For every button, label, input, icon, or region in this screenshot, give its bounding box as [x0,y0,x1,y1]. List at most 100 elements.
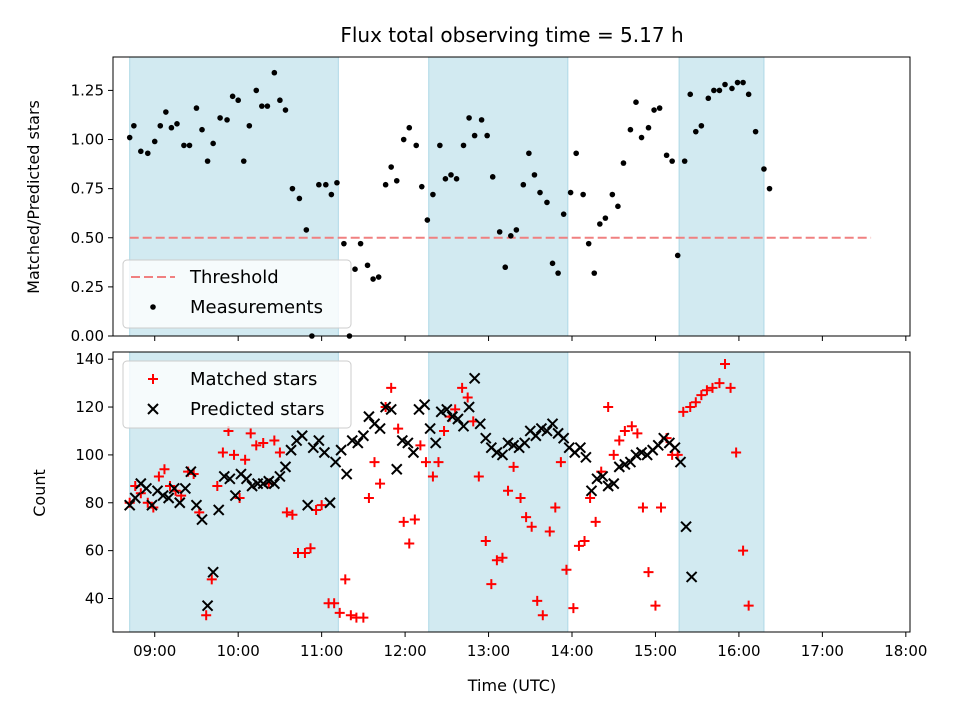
predicted-star-point [207,566,219,578]
predicted-star-point [374,422,386,435]
predicted-star-point [457,420,470,432]
shaded-interval [678,56,765,337]
predicted-star-point [624,456,637,468]
x-tick-label: 09:00 [133,642,176,660]
matched-star-point [685,402,696,413]
measurement-point [766,185,773,192]
predicted-star-point [468,372,481,385]
measurement-point [567,189,574,196]
measurement-point [186,142,193,149]
matched-star-point [544,526,555,537]
legend-box [122,259,352,329]
matched-star-point [573,540,584,551]
matched-star-point [281,507,292,518]
measurement-point [282,107,289,113]
predicted-star-point [608,477,620,490]
matched-star-point [656,502,667,513]
matched-star-point [743,600,754,611]
legend-matched-label: Matched stars [190,369,317,390]
measurement-point [698,122,705,129]
matched-star-point [340,574,351,585]
y-tick-label: 80 [85,494,104,512]
measurement-point [537,189,543,196]
predicted-star-point [123,499,136,511]
matched-star-point [386,382,397,393]
predicted-star-point [268,477,281,490]
axes-frame [112,56,911,337]
y-tick-label: 140 [75,350,104,368]
measurement-point [204,158,211,164]
predicted-star-point [418,398,431,411]
predicted-star-point [324,497,336,509]
measurement-point [544,199,550,206]
matched-star-point [555,457,566,468]
predicted-star-point [357,430,370,442]
matched-star-point [420,457,431,468]
matched-star-point [329,598,340,609]
matched-star-point [369,457,380,468]
measurement-point [393,177,400,184]
matched-star-point [274,447,285,458]
x-tick-label: 18:00 [884,642,927,660]
measurement-point [181,142,187,149]
matched-star-point [568,603,579,614]
measurement-point [442,176,449,182]
measurement-point [531,172,538,178]
matched-star-point [614,435,625,446]
predicted-star-point [201,599,214,612]
predicted-star-point [441,403,453,416]
predicted-star-point [179,482,192,495]
measurement-point [382,181,389,188]
matched-star-point [135,488,146,499]
measurement-point [471,132,478,139]
predicted-star-point [285,444,297,456]
measurement-point [591,270,598,276]
measurement-point [573,150,579,157]
matched-star-point [637,502,648,513]
measurement-point [437,142,443,149]
predicted-star-point [596,470,609,483]
measurement-point [692,128,699,135]
measurement-point [259,103,265,109]
y-tick-label: 1.25 [71,81,104,99]
matched-star-point [404,538,415,549]
matched-star-point [299,548,310,559]
matched-star-point [245,428,256,439]
measurement-point [453,176,460,182]
matched-star-point [165,481,176,492]
legend-box [122,360,352,429]
measurement-point [357,240,364,247]
measurement-point [277,97,283,104]
matched-star-point [678,406,689,417]
measurement-point [323,181,329,188]
measurement-point [229,93,236,100]
measurement-point [138,148,144,155]
predicted-star-point [224,473,236,485]
matched-star-point [632,428,643,439]
shaded-interval [428,351,569,633]
matched-star-point [650,600,661,611]
matched-star-point [515,492,526,503]
matched-star-point [738,545,749,556]
matched-star-point [497,552,508,563]
x-tick-label: 15:00 [634,642,677,660]
matched-star-point [537,610,548,621]
matched-star-point [714,378,725,389]
measurement-point [752,128,759,135]
y-tick-label: 100 [75,446,104,464]
measurement-point [157,122,164,129]
measurement-point [418,183,425,190]
matched-star-point [457,382,468,393]
predicted-star-point [674,456,687,468]
measurement-point [466,115,472,121]
measurement-point [585,240,592,247]
matched-star-point [159,464,170,475]
x-tick-label: 17:00 [801,642,844,660]
matched-star-point [521,512,532,523]
measurement-point [235,97,241,104]
measurement-point [681,158,688,164]
measurement-point [549,260,556,267]
ratio-panel: 0.00 0.25 0.50 0.75 1.00 1.25 Threshold Measure… [71,56,911,345]
matched-star-point [590,516,601,527]
